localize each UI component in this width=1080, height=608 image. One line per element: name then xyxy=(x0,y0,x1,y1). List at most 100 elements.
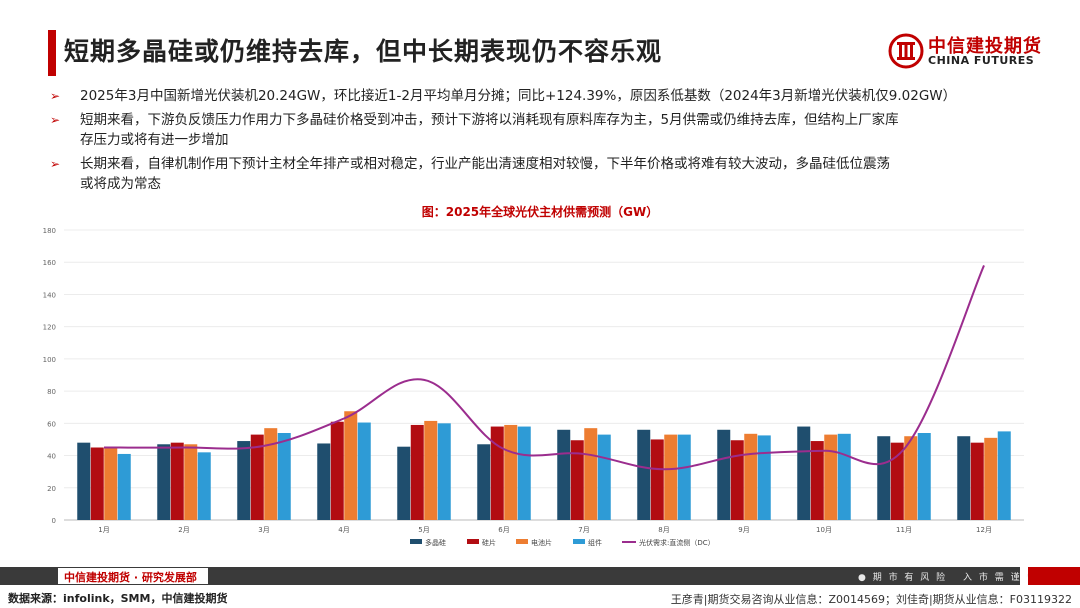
arrow-bullet-icon: ➢ xyxy=(50,157,61,171)
title-accent-bar xyxy=(48,30,56,76)
arrow-bullet-icon: ➢ xyxy=(50,89,61,103)
bar-组件 xyxy=(357,422,371,520)
x-tick-label: 12月 xyxy=(976,526,992,534)
bullet-text: 2025年3月中国新增光伏装机20.24GW，环比接近1-2月平均单月分摊；同比… xyxy=(80,88,957,104)
bar-多晶硅 xyxy=(317,443,331,520)
y-tick-label: 0 xyxy=(52,517,56,525)
data-source: 数据来源：infolink，SMM，中信建投期货 xyxy=(8,592,228,605)
bar-电池片 xyxy=(424,420,438,520)
bar-硅片 xyxy=(490,426,504,520)
bullet-text-continued: 或将成为常态 xyxy=(80,176,161,192)
supply-demand-chart: 图：2025年全球光伏主材供需预测（GW） 0 20 40 60 80 100 120 140… xyxy=(43,204,1024,547)
x-tick-label: 4月 xyxy=(338,526,349,534)
y-tick-label: 120 xyxy=(43,324,56,332)
x-tick-label: 9月 xyxy=(738,526,749,534)
y-tick-label: 20 xyxy=(47,485,56,493)
footer-risk-warning: ● 期 市 有 风 险 入 市 需 谨 慎 xyxy=(858,573,1038,583)
bar-硅片 xyxy=(570,440,584,520)
x-tick-label: 8月 xyxy=(658,526,669,534)
y-tick-label: 160 xyxy=(43,259,56,267)
bullet-list: ➢ 2025年3月中国新增光伏装机20.24GW，环比接近1-2月平均单月分摊；… xyxy=(48,86,1048,198)
bar-硅片 xyxy=(890,442,904,520)
bullet-item: ➢ 短期来看，下游负反馈压力作用力下多晶硅价格受到冲击，预计下游将以消耗现有原料… xyxy=(48,110,1048,150)
bar-组件 xyxy=(117,453,131,520)
bar-多晶硅 xyxy=(237,441,251,520)
x-tick-label: 2月 xyxy=(178,526,189,534)
bar-组件 xyxy=(997,431,1011,520)
logo-text-english: CHINA FUTURES xyxy=(928,54,1035,67)
bar-组件 xyxy=(917,433,931,520)
bar-多晶硅 xyxy=(77,442,91,520)
chart-title: 图：2025年全球光伏主材供需预测（GW） xyxy=(422,204,659,219)
x-tick-label: 1月 xyxy=(98,526,109,534)
bar-组件 xyxy=(757,435,771,520)
bar-电池片 xyxy=(824,434,838,520)
y-tick-label: 180 xyxy=(43,227,56,235)
bar-多晶硅 xyxy=(477,444,491,520)
legend-swatch xyxy=(516,539,528,544)
bar-硅片 xyxy=(170,442,184,520)
bar-组件 xyxy=(197,452,211,520)
y-tick-label: 100 xyxy=(43,356,56,364)
x-tick-label: 6月 xyxy=(498,526,509,534)
x-tick-label: 3月 xyxy=(258,526,269,534)
page-title: 短期多晶硅或仍维持去库，但中长期表现仍不容乐观 xyxy=(64,37,663,66)
bar-组件 xyxy=(277,433,291,520)
bar-电池片 xyxy=(264,428,278,520)
logo-text-chinese: 中信建投期货 xyxy=(928,36,1042,57)
legend-label: 硅片 xyxy=(482,538,496,547)
company-logo: 中信建投期货 CHINA FUTURES xyxy=(888,30,1048,74)
x-tick-label: 10月 xyxy=(816,526,832,534)
bar-组件 xyxy=(677,434,691,520)
footer-department: 中信建投期货 · 研究发展部 xyxy=(64,571,197,584)
legend-label: 光伏需求:直流侧（DC） xyxy=(639,538,715,547)
bar-组件 xyxy=(597,434,611,520)
bar-多晶硅 xyxy=(717,429,731,520)
x-tick-label: 5月 xyxy=(418,526,429,534)
footer-bar xyxy=(0,567,1020,585)
bar-多晶硅 xyxy=(157,444,171,520)
bar-硅片 xyxy=(650,439,664,520)
bar-组件 xyxy=(517,426,531,520)
bullet-item: ➢ 长期来看，自律机制作用下预计主材全年排产或相对稳定，行业产能出清速度相对较慢… xyxy=(48,154,1048,194)
y-tick-label: 140 xyxy=(43,291,56,299)
bar-多晶硅 xyxy=(557,429,571,520)
bar-硅片 xyxy=(810,441,824,520)
bar-电池片 xyxy=(584,428,598,520)
bar-多晶硅 xyxy=(397,446,411,520)
footer-left-panel xyxy=(58,568,208,584)
legend-label: 组件 xyxy=(588,538,602,547)
citic-logo-icon xyxy=(888,33,924,69)
legend-swatch xyxy=(410,539,422,544)
arrow-bullet-icon: ➢ xyxy=(50,113,61,127)
bar-电池片 xyxy=(184,444,198,520)
bullet-text: 长期来看，自律机制作用下预计主材全年排产或相对稳定，行业产能出清速度相对较慢，下… xyxy=(80,156,890,172)
bar-多晶硅 xyxy=(877,436,891,520)
bar-电池片 xyxy=(104,447,118,520)
bar-电池片 xyxy=(344,411,358,520)
bar-电池片 xyxy=(904,436,918,520)
bullet-text: 短期来看，下游负反馈压力作用力下多晶硅价格受到冲击，预计下游将以消耗现有原料库存… xyxy=(80,112,899,128)
y-tick-label: 80 xyxy=(47,388,56,396)
x-tick-label: 7月 xyxy=(578,526,589,534)
bar-硅片 xyxy=(90,447,104,520)
x-tick-label: 11月 xyxy=(896,526,912,534)
bar-多晶硅 xyxy=(797,426,811,520)
bar-组件 xyxy=(837,433,851,520)
bar-电池片 xyxy=(504,424,518,520)
y-tick-label: 60 xyxy=(47,420,56,428)
bar-硅片 xyxy=(970,442,984,520)
bar-硅片 xyxy=(410,424,424,520)
bar-组件 xyxy=(437,423,451,520)
legend-label: 多晶硅 xyxy=(425,538,446,547)
legend-swatch xyxy=(467,539,479,544)
bullet-item: ➢ 2025年3月中国新增光伏装机20.24GW，环比接近1-2月平均单月分摊；… xyxy=(48,86,1048,106)
bar-硅片 xyxy=(330,421,344,520)
bar-电池片 xyxy=(664,434,678,520)
analyst-info: 王彦青|期货交易咨询从业信息：Z0014569；刘佳奇|期货从业信息：F0311… xyxy=(670,593,1072,606)
bar-电池片 xyxy=(984,437,998,520)
bar-多晶硅 xyxy=(957,436,971,520)
bar-电池片 xyxy=(744,433,758,520)
demand-line xyxy=(103,265,985,471)
bullet-text-continued: 存压力或将有进一步增加 xyxy=(80,132,229,148)
